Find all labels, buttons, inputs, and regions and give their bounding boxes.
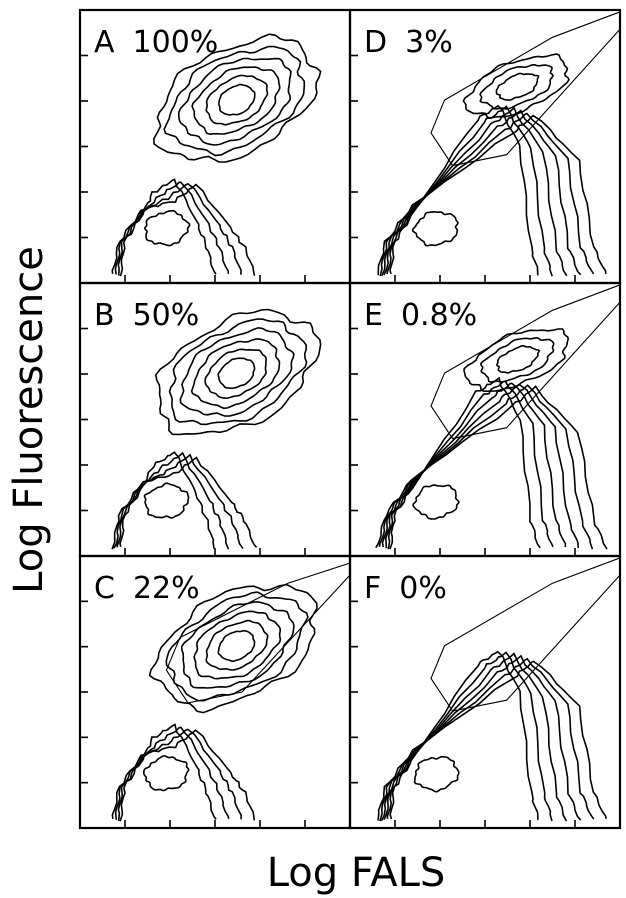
panel-letter: D xyxy=(364,25,387,60)
contour-line xyxy=(111,456,258,550)
contour-line xyxy=(377,660,607,821)
contour-line xyxy=(462,53,570,119)
panel-b-label: B 50% xyxy=(94,298,199,333)
contour-line xyxy=(119,451,215,549)
contour-line xyxy=(191,66,281,136)
contour-line xyxy=(383,106,568,277)
contour-line xyxy=(389,104,539,276)
y-axis-title: Log Fluorescence xyxy=(6,246,52,594)
contour-line xyxy=(375,385,608,550)
panel-a-contours xyxy=(111,33,322,277)
contour-line xyxy=(217,357,256,389)
panel-percent: 3% xyxy=(405,25,453,60)
panel-percent: 50% xyxy=(133,298,200,333)
contour-line xyxy=(384,382,567,549)
contour-line xyxy=(386,651,553,822)
gate-polygon xyxy=(430,284,620,440)
contour-line xyxy=(114,182,242,275)
panel-e-label: E 0.8% xyxy=(364,298,477,333)
contour-line xyxy=(179,326,295,417)
panel-percent: 0.8% xyxy=(401,298,477,333)
contour-line xyxy=(111,183,256,276)
panel-grid: A 100% B 50% C 22% D 3% E 0.8% F 0% xyxy=(78,8,622,830)
gate-polygon xyxy=(430,11,620,167)
x-axis-title: Log FALS xyxy=(267,850,446,896)
contour-line xyxy=(154,308,322,436)
contour-line xyxy=(142,755,190,792)
contour-line xyxy=(165,591,309,702)
contour-line xyxy=(113,453,244,550)
contour-line xyxy=(389,376,541,550)
contour-line xyxy=(116,451,230,550)
panel-f-label: F 0% xyxy=(364,571,447,606)
gate-polygon xyxy=(430,557,620,712)
contour-line xyxy=(204,348,267,400)
contour-line xyxy=(163,45,306,157)
panel-d-label: D 3% xyxy=(364,25,453,60)
panel-letter: C xyxy=(94,571,115,606)
contour-line xyxy=(387,380,554,550)
contour-line xyxy=(389,650,539,821)
contour-line xyxy=(148,583,318,714)
contour-line xyxy=(152,33,322,163)
contour-line xyxy=(114,728,243,820)
contour-line xyxy=(119,723,217,822)
panel-frame xyxy=(348,554,622,830)
contour-line xyxy=(412,484,460,520)
panel-letter: A xyxy=(94,25,115,60)
panel-percent: 0% xyxy=(399,571,447,606)
contour-line xyxy=(144,209,191,247)
panel-b: B 50% xyxy=(78,281,352,558)
panel-e: E 0.8% xyxy=(348,281,622,558)
panel-c-contours xyxy=(111,562,350,822)
contour-line xyxy=(379,657,595,822)
contour-line xyxy=(111,729,256,821)
contour-line xyxy=(463,328,570,393)
panel-letter: E xyxy=(364,298,383,333)
contour-line xyxy=(190,338,281,410)
panel-frame xyxy=(78,281,352,558)
panel-a-label: A 100% xyxy=(94,25,218,60)
contour-line xyxy=(378,384,594,550)
contour-line xyxy=(411,210,459,247)
contour-line xyxy=(495,72,540,101)
contour-line xyxy=(383,652,568,822)
contour-line xyxy=(381,383,580,549)
panel-letter: F xyxy=(364,571,381,606)
contour-line xyxy=(168,318,308,426)
contour-line xyxy=(377,114,607,276)
panel-b-contours xyxy=(111,308,322,550)
panel-percent: 100% xyxy=(133,25,219,60)
contour-line xyxy=(386,105,553,277)
panel-e-contours xyxy=(375,284,620,550)
contour-line xyxy=(119,178,217,277)
panel-percent: 22% xyxy=(133,571,200,606)
panel-f: F 0% xyxy=(348,554,622,830)
panel-c: C 22% xyxy=(78,554,352,830)
contour-line xyxy=(479,336,555,383)
contour-line xyxy=(143,482,190,519)
contour-line xyxy=(193,610,282,680)
contour-line xyxy=(381,109,582,277)
panel-d: D 3% xyxy=(348,8,622,285)
contour-line xyxy=(217,629,256,663)
panel-c-label: C 22% xyxy=(94,571,200,606)
contour-line xyxy=(380,654,582,822)
panel-letter: B xyxy=(94,298,115,333)
contour-line xyxy=(479,63,555,110)
panel-d-contours xyxy=(377,11,620,277)
contour-line xyxy=(178,57,292,146)
contour-line xyxy=(413,756,460,793)
contour-line xyxy=(218,83,256,116)
contour-line xyxy=(205,619,269,671)
contour-line xyxy=(117,181,230,276)
panel-f-contours xyxy=(377,557,620,822)
contour-line xyxy=(496,344,541,374)
gate-polygon xyxy=(165,562,350,704)
contour-line xyxy=(205,74,269,126)
panel-a: A 100% xyxy=(78,8,352,285)
contour-line xyxy=(117,726,230,821)
